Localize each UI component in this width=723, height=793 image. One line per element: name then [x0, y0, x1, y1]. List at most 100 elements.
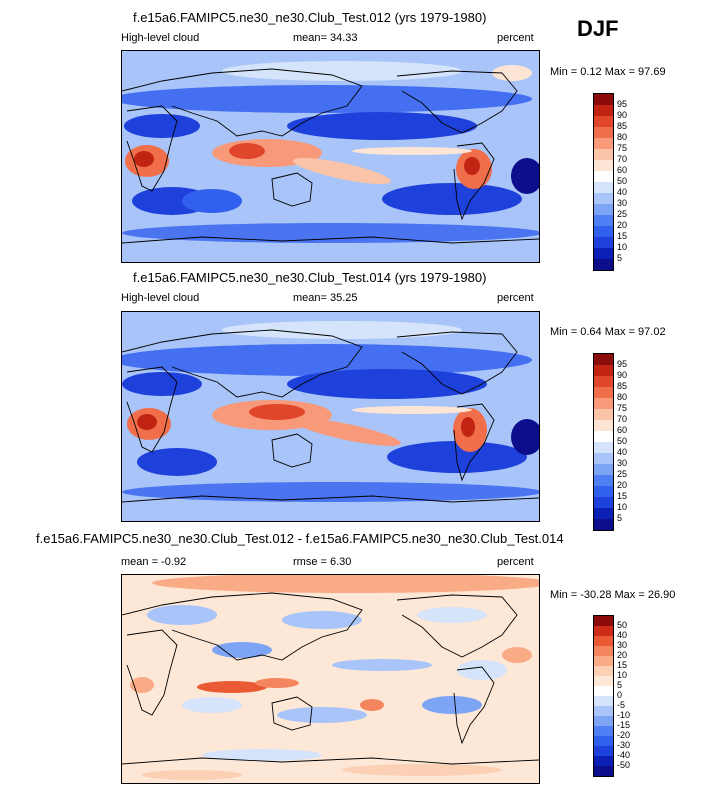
panel1-north-africa-dry: [124, 114, 200, 138]
panel2-north-africa-dry: [122, 372, 202, 396]
panel3-colorbar-label: 50: [617, 620, 628, 630]
panel3-neg-patch: [202, 749, 322, 761]
panel1-colorbar-label: 30: [617, 198, 628, 208]
panel1-colorbar-swatch: [594, 94, 613, 105]
panel1-colorbar-label: 15: [617, 231, 628, 241]
panel1-colorbar-swatch: [594, 105, 613, 116]
panel2-colorbar-swatch: [594, 453, 613, 464]
panel3-colorbar-label: -5: [617, 700, 626, 710]
panel3-pos-patch: [130, 677, 154, 693]
panel3-colorbar: [593, 615, 614, 777]
panel3-colorbar-swatch: [594, 746, 613, 756]
panel1-africa-core: [134, 151, 154, 167]
panel3-colorbar-label: 20: [617, 650, 628, 660]
panel1-map-svg: [122, 51, 539, 262]
panel3-colorbar-swatch: [594, 666, 613, 676]
panel3-title: f.e15a6.FAMIPC5.ne30_ne30.Club_Test.012 …: [36, 531, 564, 546]
panel3-colorbar-swatch: [594, 676, 613, 686]
panel3-colorbar-swatch: [594, 626, 613, 636]
panel2-minmax-label: Min = 0.64 Max = 97.02: [550, 326, 666, 338]
panel1-coast-antarctica: [122, 236, 539, 244]
panel2-variable-label: High-level cloud: [121, 292, 200, 304]
panel1-coast-australia: [271, 172, 313, 207]
panel1-colorbar-label: 5: [617, 253, 623, 263]
panel3-rmse-label: rmse = 6.30: [293, 556, 352, 568]
panel3-colorbar-swatch: [594, 766, 613, 776]
panel1-high-lat-band: [222, 61, 462, 81]
panel2-nh-storm-band: [122, 344, 532, 376]
panel2-colorbar-label: 20: [617, 480, 628, 490]
panel3-coastlines: [122, 592, 539, 765]
panel2-map-svg: [122, 312, 539, 521]
panel1-nh-storm-band: [122, 85, 532, 113]
panel3-colorbar-label: 0: [617, 690, 623, 700]
panel3-colorbar-label: 40: [617, 630, 628, 640]
panel1-colorbar-swatch: [594, 116, 613, 127]
panel2-coast-africa: [126, 366, 178, 453]
panel3-neg-patch: [457, 660, 507, 680]
panel1-maritime-core: [229, 143, 265, 159]
panel1-colorbar-label: 20: [617, 220, 628, 230]
panel1-colorbar-swatch: [594, 127, 613, 138]
panel3-neg-patch: [147, 605, 217, 625]
panel1-colorbar-label: 10: [617, 242, 628, 252]
panel1-colorbar-swatch: [594, 259, 613, 270]
panel2-title: f.e15a6.FAMIPC5.ne30_ne30.Club_Test.014 …: [133, 270, 487, 285]
panel3-map: [121, 574, 540, 784]
panel2-colorbar-label: 80: [617, 392, 628, 402]
panel3-neg-patch: [417, 607, 487, 623]
panel3-colorbar-swatch: [594, 756, 613, 766]
panel3-colorbar-swatch: [594, 716, 613, 726]
panel3-neg-patch: [422, 696, 482, 714]
panel3-neg-patch: [182, 697, 242, 713]
panel2-colorbar-label: 90: [617, 370, 628, 380]
panel1-colorbar-label: 75: [617, 143, 628, 153]
panel1-colorbar-swatch: [594, 138, 613, 149]
panel1-colorbar-label: 70: [617, 154, 628, 164]
panel3-colorbar-swatch: [594, 636, 613, 646]
panel2-colorbar-swatch: [594, 420, 613, 431]
panel2-colorbar-label: 10: [617, 502, 628, 512]
panel2-colorbar-label: 15: [617, 491, 628, 501]
panel2-coast-eurasia: [122, 329, 363, 398]
panel1-colorbar-label: 95: [617, 99, 628, 109]
panel3-pos-patch: [502, 647, 532, 663]
panel3-coast-south-america: [453, 666, 495, 745]
panel1-title: f.e15a6.FAMIPC5.ne30_ne30.Club_Test.012 …: [133, 10, 487, 25]
panel2-colorbar-swatch: [594, 398, 613, 409]
panel1-colorbar-swatch: [594, 171, 613, 182]
panel3-units-label: percent: [497, 556, 534, 568]
panel3-colorbar-swatch: [594, 686, 613, 696]
panel1-colorbar-swatch: [594, 215, 613, 226]
panel2-coast-north-america: [396, 331, 518, 395]
panel3-colorbar-label: 15: [617, 660, 628, 670]
panel3-coast-eurasia: [122, 592, 363, 661]
panel3-coast-antarctica: [122, 757, 539, 765]
panel1-colorbar-swatch: [594, 193, 613, 204]
panel1-south-pacific-dry: [382, 183, 522, 215]
panel3-colorbar-swatch: [594, 726, 613, 736]
panel3-neg-patch: [212, 642, 272, 658]
panel3-map-svg: [122, 575, 539, 783]
panel3-colorbar-swatch: [594, 616, 613, 626]
panel2-colorbar-swatch: [594, 475, 613, 486]
panel1-coast-north-america: [396, 70, 518, 134]
panel1-colorbar: [593, 93, 614, 271]
panel3-colorbar-label: -40: [617, 750, 631, 760]
panel2-colorbar-label: 5: [617, 513, 623, 523]
panel2-colorbar-swatch: [594, 387, 613, 398]
panel3-colorbar-label: 30: [617, 640, 628, 650]
panel2-itcz-pacific: [352, 406, 472, 414]
panel3-minmax-label: Min = -30.28 Max = 26.90: [550, 589, 676, 601]
panel1-colorbar-swatch: [594, 226, 613, 237]
panel1-colorbar-label: 25: [617, 209, 628, 219]
panel1-sh-storm-band: [122, 223, 539, 243]
panel2-coast-australia: [271, 433, 313, 468]
panel3-colorbar-swatch: [594, 736, 613, 746]
panel1-colorbar-swatch: [594, 204, 613, 215]
panel1-coast-south-america: [453, 142, 495, 221]
panel3-mean-label: mean = -0.92: [121, 556, 187, 568]
panel2-maritime-core: [249, 404, 305, 420]
panel1-spcz: [293, 157, 391, 185]
panel2-colorbar-swatch: [594, 442, 613, 453]
